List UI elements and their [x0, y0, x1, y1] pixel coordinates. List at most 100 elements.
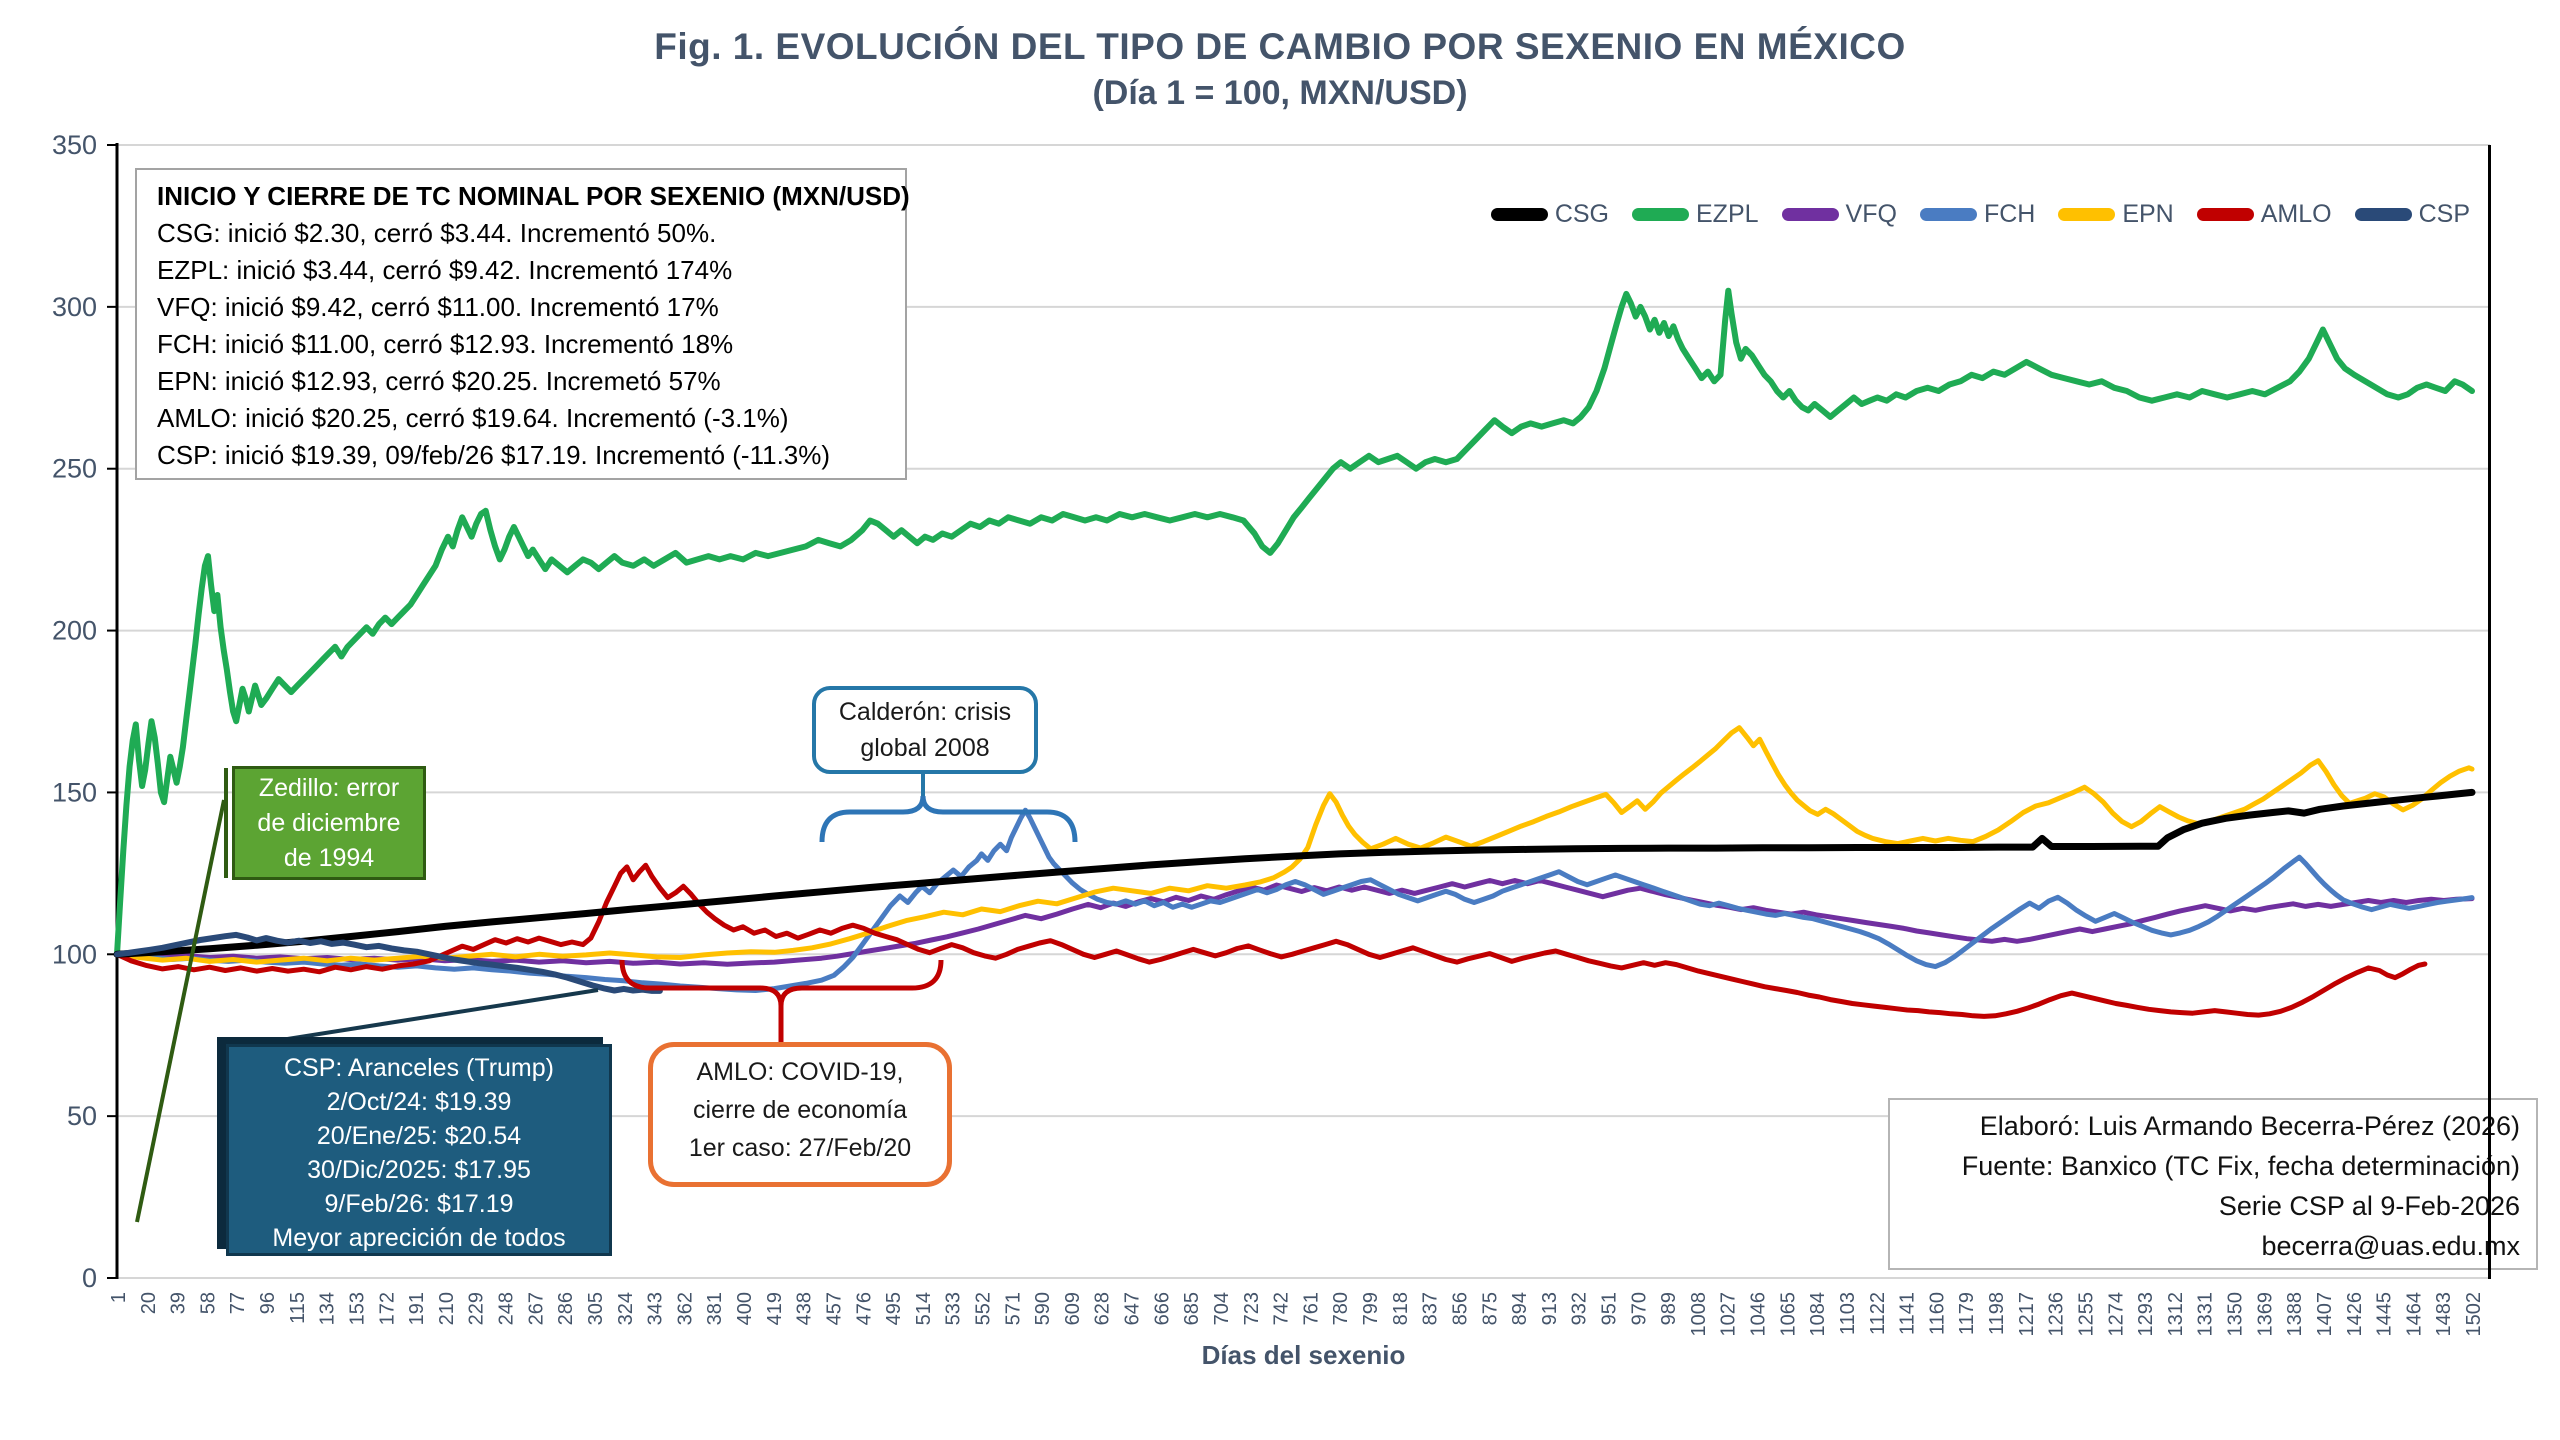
sexenio-summary-box: INICIO Y CIERRE DE TC NOMINAL POR SEXENI… — [135, 168, 910, 480]
svg-text:286: 286 — [555, 1292, 577, 1325]
legend-swatch-vfq — [1781, 207, 1839, 221]
svg-text:250: 250 — [52, 454, 97, 484]
legend-swatch-amlo — [2196, 207, 2254, 221]
amlo-covid-annotation: AMLO: COVID-19, cierre de economía 1er c… — [648, 1042, 952, 1187]
summary-line-amlo: AMLO: inició $20.25, cerró $19.64. Incre… — [157, 403, 789, 433]
legend-item-csg: CSG — [1490, 200, 1609, 229]
calderon-line1: Calderón: crisis — [838, 698, 1012, 726]
series-csp — [114, 931, 663, 994]
calderon-annotation: Calderón: crisis global 2008 — [812, 686, 1038, 774]
source-author: Elaboró: Luis Armando Becerra-Pérez (202… — [1979, 1111, 2520, 1141]
svg-text:1293: 1293 — [2135, 1292, 2157, 1337]
svg-text:761: 761 — [1300, 1292, 1322, 1325]
svg-text:419: 419 — [764, 1292, 786, 1325]
svg-text:799: 799 — [1360, 1292, 1382, 1325]
svg-text:1445: 1445 — [2374, 1292, 2396, 1337]
summary-line-csg: CSG: inició $2.30, cerró $3.44. Incremen… — [157, 218, 717, 248]
svg-text:932: 932 — [1569, 1292, 1591, 1325]
source-fuente: Fuente: Banxico (TC Fix, fecha determina… — [1961, 1151, 2520, 1181]
svg-text:951: 951 — [1599, 1292, 1621, 1325]
svg-text:1141: 1141 — [1897, 1292, 1919, 1335]
svg-text:1483: 1483 — [2433, 1292, 2455, 1337]
svg-text:647: 647 — [1122, 1292, 1144, 1325]
svg-text:362: 362 — [674, 1292, 696, 1325]
svg-text:115: 115 — [287, 1292, 309, 1324]
calderon-line2: global 2008 — [860, 734, 990, 762]
svg-text:1008: 1008 — [1688, 1292, 1710, 1337]
svg-text:1464: 1464 — [2403, 1292, 2425, 1337]
svg-text:590: 590 — [1032, 1292, 1054, 1325]
figure-title: Fig. 1. EVOLUCIÓN DEL TIPO DE CAMBIO POR… — [654, 26, 1906, 67]
svg-text:1: 1 — [108, 1292, 130, 1303]
svg-text:894: 894 — [1509, 1292, 1531, 1325]
calderon-brace — [819, 795, 1078, 843]
plot-right-border — [2488, 145, 2491, 1279]
svg-text:1103: 1103 — [1837, 1292, 1859, 1335]
chart-legend: CSG EZPL VFQ FCH EPN AMLO CSP — [1490, 196, 2470, 232]
axes — [107, 143, 119, 1279]
svg-text:457: 457 — [823, 1292, 845, 1325]
csp-line2: 2/Oct/24: $19.39 — [326, 1088, 512, 1116]
svg-text:400: 400 — [734, 1292, 756, 1325]
svg-text:1350: 1350 — [2225, 1292, 2247, 1337]
svg-text:1369: 1369 — [2254, 1292, 2276, 1337]
svg-text:248: 248 — [496, 1292, 518, 1325]
svg-text:1179: 1179 — [1956, 1292, 1978, 1335]
amlo-line3: 1er caso: 27/Feb/20 — [688, 1134, 912, 1162]
summary-title: INICIO Y CIERRE DE TC NOMINAL POR SEXENI… — [157, 181, 910, 211]
legend-label-vfq: VFQ — [1845, 199, 1897, 228]
svg-text:552: 552 — [972, 1292, 994, 1325]
legend-item-vfq: VFQ — [1781, 199, 1897, 229]
summary-line-vfq: VFQ: inició $9.42, cerró $11.00. Increme… — [157, 292, 719, 322]
legend-swatch-fch — [1919, 207, 1977, 221]
svg-text:1046: 1046 — [1748, 1292, 1770, 1337]
svg-text:153: 153 — [346, 1292, 368, 1325]
svg-text:1426: 1426 — [2344, 1292, 2366, 1337]
svg-text:742: 742 — [1271, 1292, 1293, 1325]
legend-item-fch: FCH — [1919, 199, 2036, 229]
legend-swatch-ezpl — [1632, 207, 1689, 221]
csp-line1: CSP: Aranceles (Trump) — [284, 1054, 554, 1082]
csp-line6: Meyor aprecición de todos — [272, 1224, 566, 1252]
legend-label-fch: FCH — [1983, 199, 2036, 228]
zedillo-line3: de 1994 — [283, 844, 375, 872]
svg-text:50: 50 — [67, 1101, 97, 1131]
source-credits-box: Elaboró: Luis Armando Becerra-Pérez (202… — [1888, 1098, 2538, 1270]
svg-text:609: 609 — [1062, 1292, 1084, 1325]
axis-tick-labels: 0 50 100 150 200 250 300 350 1 20 39 58 77 96 115 134 15… — [52, 130, 2485, 1337]
data-series — [113, 287, 2476, 1019]
legend-item-amlo: AMLO — [2196, 200, 2332, 229]
svg-text:1236: 1236 — [2046, 1292, 2068, 1337]
svg-text:20: 20 — [138, 1292, 160, 1314]
svg-text:191: 191 — [406, 1292, 428, 1325]
zedillo-line2: de diciembre — [257, 809, 401, 837]
zedillo-line1: Zedillo: error — [258, 774, 400, 802]
svg-text:1312: 1312 — [2165, 1292, 2187, 1337]
svg-text:913: 913 — [1539, 1292, 1561, 1325]
svg-text:989: 989 — [1658, 1292, 1680, 1325]
amlo-connector — [619, 959, 944, 1042]
svg-text:1217: 1217 — [2016, 1292, 2038, 1337]
amlo-line1: AMLO: COVID-19, — [696, 1058, 904, 1086]
series-amlo — [114, 862, 2428, 1019]
csp-line5: 9/Feb/26: $17.19 — [324, 1190, 514, 1218]
csp-line3: 20/Ene/25: $20.54 — [316, 1122, 522, 1150]
svg-text:780: 780 — [1330, 1292, 1352, 1325]
svg-text:875: 875 — [1479, 1292, 1501, 1325]
svg-text:1388: 1388 — [2284, 1292, 2306, 1337]
svg-text:1255: 1255 — [2075, 1292, 2097, 1337]
svg-text:39: 39 — [168, 1292, 190, 1314]
svg-text:150: 150 — [52, 777, 97, 807]
csp-line4: 30/Dic/2025: $17.95 — [307, 1156, 531, 1184]
amlo-line2: cierre de economía — [692, 1096, 907, 1124]
svg-text:533: 533 — [943, 1292, 965, 1325]
csp-aranceles-annotation: CSP: Aranceles (Trump) 2/Oct/24: $19.39 … — [226, 1044, 612, 1256]
legend-label-ezpl: EZPL — [1696, 199, 1759, 228]
summary-line-fch: FCH: inició $11.00, cerró $12.93. Increm… — [157, 329, 734, 359]
svg-text:856: 856 — [1449, 1292, 1471, 1325]
summary-line-csp: CSP: inició $19.39, 09/feb/26 $17.19. In… — [157, 440, 831, 470]
svg-text:704: 704 — [1211, 1292, 1233, 1325]
svg-text:229: 229 — [466, 1292, 488, 1325]
legend-item-ezpl: EZPL — [1632, 200, 1759, 229]
svg-text:210: 210 — [436, 1292, 458, 1325]
